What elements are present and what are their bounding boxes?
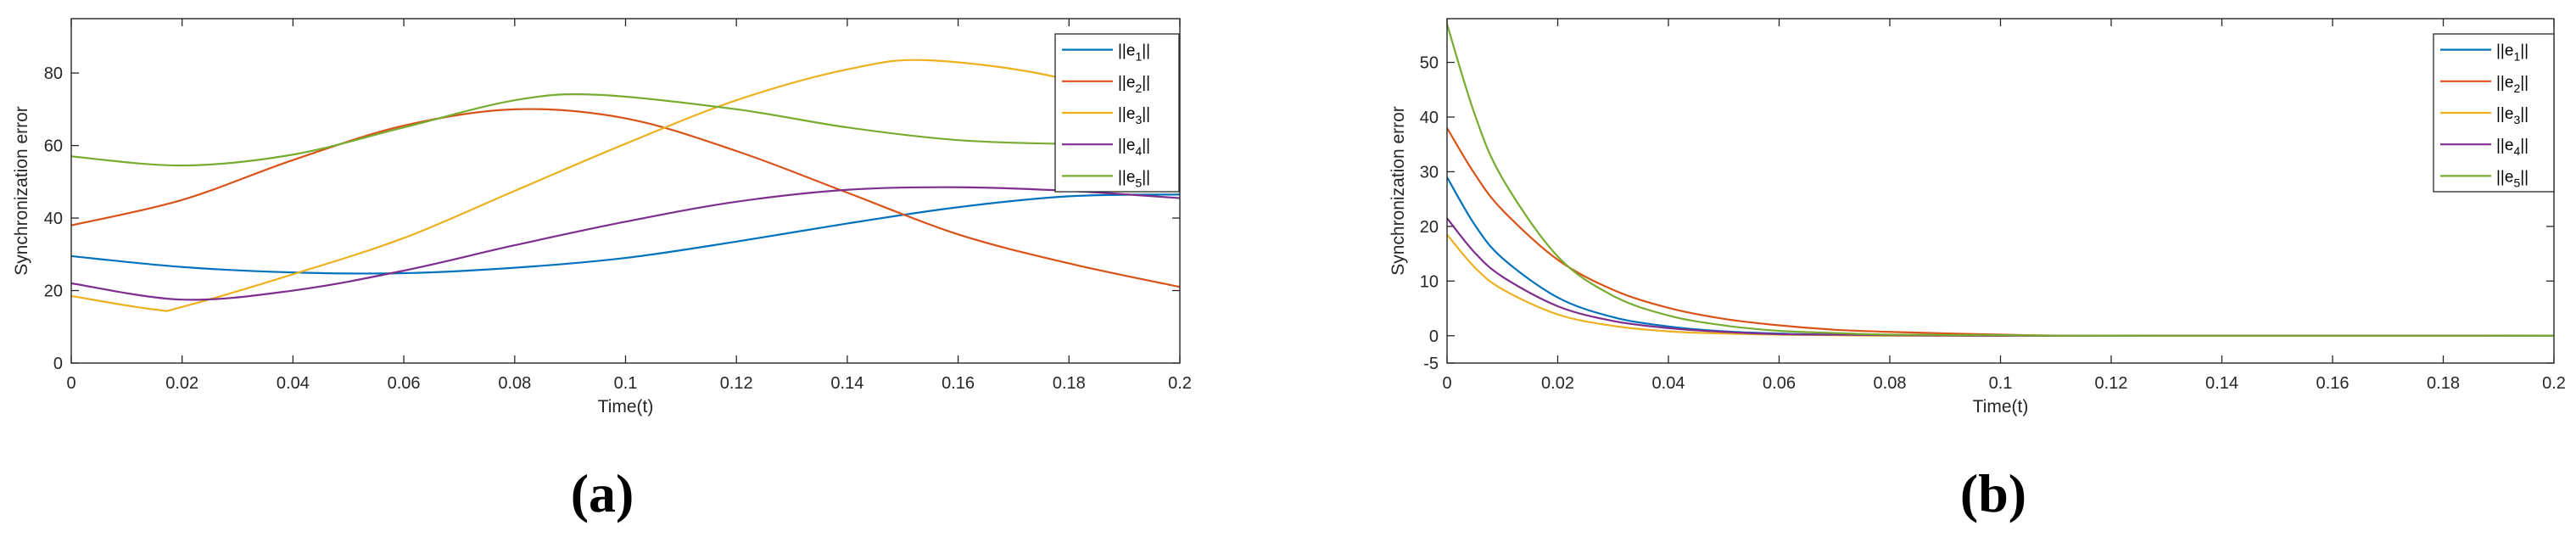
legend: ||e1|| ||e2|| ||e3|| ||e4|| ||e5||: [2433, 33, 2555, 193]
x-tick-label: 0: [1442, 374, 1451, 393]
legend-entry-e5: ||e5||: [1118, 168, 1150, 189]
y-tick-label: 50: [1420, 54, 1439, 73]
x-tick-label: 0.06: [388, 374, 421, 393]
legend-entry-e2: ||e2||: [1118, 74, 1150, 95]
y-tick-label: 20: [1420, 218, 1439, 237]
series-line-e4: [71, 186, 1180, 301]
chart-a: 0 0.02 0.04 0.06 0.08 0.1 0.12 0.14 0.16 0.18 0.2 0…: [12, 18, 1192, 417]
x-tick-label: 0.02: [165, 374, 198, 393]
legend: ||e1|| ||e2|| ||e3|| ||e4|| ||e5||: [1054, 33, 1180, 193]
series-group: [71, 59, 1180, 312]
y-tick-label: 0: [1429, 327, 1439, 346]
y-tick-label: 0: [53, 355, 63, 373]
y-tick-label: 10: [1420, 272, 1439, 291]
series-line-e5: [1447, 24, 2554, 337]
axes-box: [70, 18, 1181, 364]
y-tick-label: 80: [44, 64, 63, 83]
legend-entry-e5: ||e5||: [2496, 168, 2529, 189]
y-tick-label: 40: [1420, 109, 1439, 127]
x-tick-label: 0.02: [1541, 374, 1574, 393]
x-tick-label: 0.08: [498, 374, 531, 393]
x-tick-label: 0.16: [942, 374, 975, 393]
x-tick-label: 0.04: [277, 374, 310, 393]
x-tick-label: 0.18: [1053, 374, 1086, 393]
x-tick-label: 0.1: [614, 374, 638, 393]
series-group: [1447, 24, 2554, 337]
x-tick-label: 0.14: [830, 374, 863, 393]
x-axis-label: Time(t): [1973, 397, 2029, 417]
x-tick-label: 0.12: [2095, 374, 2128, 393]
x-tick-label: 0.16: [2316, 374, 2350, 393]
y-tick-label: -5: [1423, 355, 1439, 373]
legend-entry-e1: ||e1||: [1118, 42, 1150, 64]
x-tick-label: 0.04: [1652, 374, 1685, 393]
plot-area: [1447, 19, 2554, 363]
y-tick-label: 30: [1420, 163, 1439, 182]
series-line-e2: [71, 108, 1180, 288]
x-axis-label: Time(t): [598, 397, 654, 417]
legend-entry-e4: ||e4||: [1118, 137, 1150, 158]
y-tick-label: 60: [44, 137, 63, 156]
y-axis-label: Synchronization error: [12, 106, 31, 276]
panel-label-a: (a): [571, 463, 634, 523]
legend-entry-e2: ||e2||: [2496, 74, 2529, 95]
x-tick-label: 0.18: [2427, 374, 2460, 393]
legend-entry-e3: ||e3||: [2496, 105, 2529, 126]
series-line-e1: [71, 193, 1180, 275]
plot-area: [71, 19, 1180, 363]
legend-entry-e4: ||e4||: [2496, 137, 2529, 158]
panel-label-b: (b): [1960, 463, 2026, 523]
x-tick-label: 0.12: [720, 374, 753, 393]
x-tick-label: 0.08: [1874, 374, 1907, 393]
chart-b: 0 0.02 0.04 0.06 0.08 0.1 0.12 0.14 0.16 0.18 0.2 -…: [1389, 18, 2566, 417]
x-tick-label: 0.06: [1763, 374, 1796, 393]
legend-entry-e1: ||e1||: [2496, 42, 2529, 64]
legend-entry-e3: ||e3||: [1118, 105, 1150, 126]
x-tick-label: 0.14: [2205, 374, 2238, 393]
series-line-e5: [71, 93, 1180, 167]
y-tick-label: 40: [44, 210, 63, 228]
x-tick-label: 0.2: [2542, 374, 2566, 393]
x-tick-label: 0.2: [1168, 374, 1192, 393]
y-tick-label: 20: [44, 282, 63, 301]
y-axis-label: Synchronization error: [1389, 106, 1408, 276]
x-tick-label: 0: [66, 374, 75, 393]
x-tick-label: 0.1: [1989, 374, 2013, 393]
series-line-e3: [71, 59, 1180, 312]
